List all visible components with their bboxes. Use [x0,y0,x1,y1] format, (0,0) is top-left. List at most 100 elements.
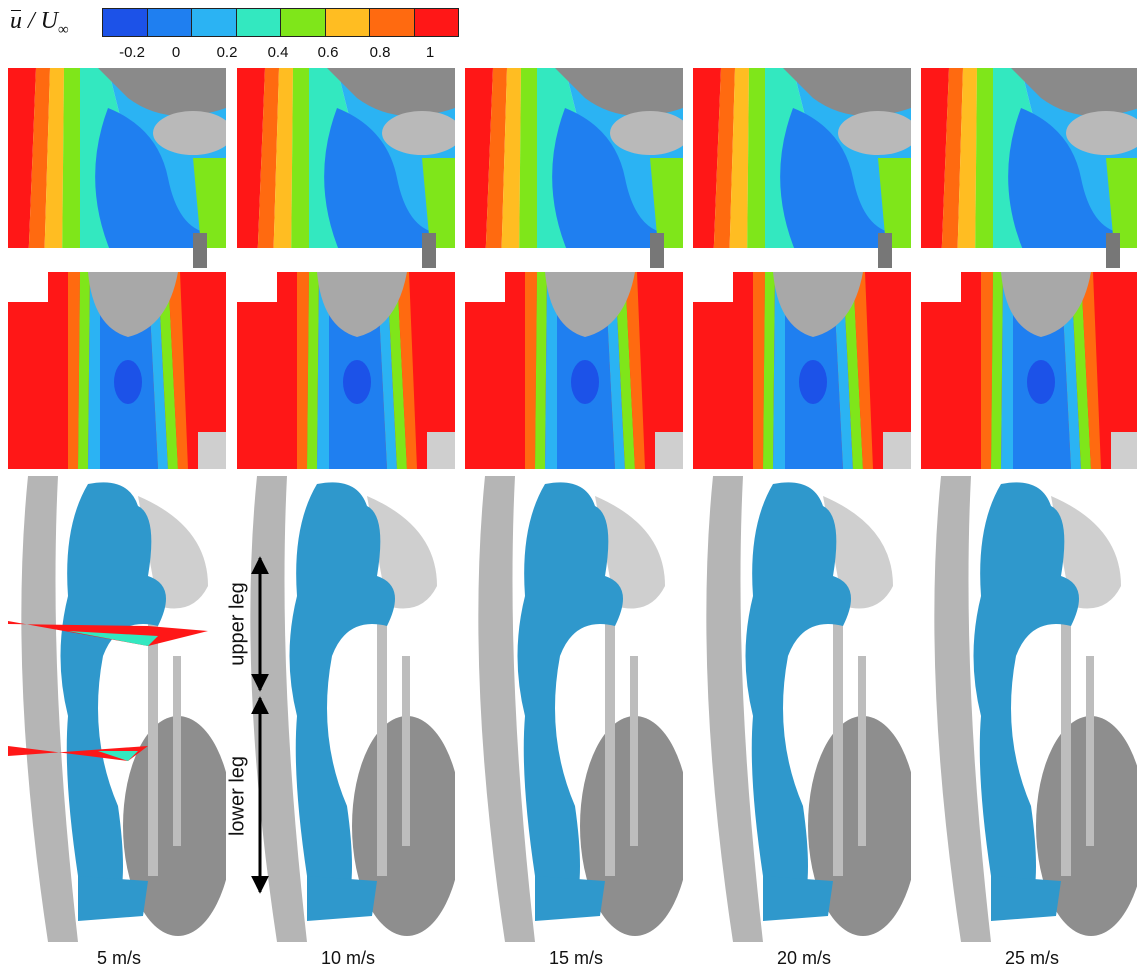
contour-band [991,272,1003,469]
panel-shape [289,482,395,910]
panel-shape [1111,432,1137,469]
colorbar-swatch [325,9,370,36]
panel-shape [571,360,599,404]
contour-band [485,68,507,268]
panel-shape [8,248,226,268]
u-bar-symbol: u [10,8,22,34]
panel-shape [478,476,535,942]
upper-leg-label: upper leg [226,582,249,666]
isosurface-panel [921,476,1137,942]
panel-shape [763,876,833,921]
panel-shape [237,272,277,302]
contour-band [981,272,993,469]
panel-shape [114,360,142,404]
panel-shape [991,876,1061,921]
colorbar-tick: -0.2 [119,44,145,61]
colorbar-tick: 1 [425,44,435,61]
panel-shape [21,476,78,942]
contour-band [747,68,765,268]
contour-band [957,68,977,268]
front-contour-panel [693,272,911,469]
panel-shape [465,248,683,268]
panel-shape [535,876,605,921]
panel-shape [783,68,911,116]
colorbar-swatch [414,9,458,36]
side-contour-panel [465,68,683,268]
contour-band [8,68,36,268]
panel-shape [1011,68,1137,116]
side-contour-panel [921,68,1137,268]
contour-band [78,272,90,469]
panel-shape [934,476,991,942]
contour-band [535,272,547,469]
front-contour-panel [465,272,683,469]
contour-band [168,272,188,469]
contour-band [501,68,521,268]
panel-shape [237,248,455,268]
panel-shape [382,111,455,155]
colorbar-swatch [370,9,415,36]
colorbar-title: u / U∞ [10,8,69,39]
panel-shape [327,68,455,116]
contour-band [625,272,645,469]
panel-shape [973,482,1079,910]
contour-band [273,68,293,268]
contour-band [729,68,749,268]
panel-shape [422,233,436,268]
contour-band [257,68,279,268]
panel-shape [1061,606,1071,876]
panel-shape [173,656,181,846]
panel-shape [552,108,665,268]
panel-shape [833,606,843,876]
front-contour-panel [921,272,1137,469]
contour-band [1081,272,1101,469]
contour-band [291,68,309,268]
panel-shape [193,233,207,268]
panel-shape [343,360,371,404]
panel-shape [630,656,638,846]
panel-shape [198,432,226,469]
colorbar-tick: 0.4 [267,44,289,61]
contour-band [237,68,265,268]
u-inf-symbol: / U [28,8,58,34]
panel-shape [153,111,226,155]
contour-band [307,272,319,469]
isosurface-panel [8,476,226,942]
panel-shape [650,233,664,268]
colorbar-swatch [192,9,237,36]
contour-band [317,272,329,469]
contour-band [44,68,64,268]
panel-shape [921,272,961,302]
front-contour-panel [8,272,226,469]
panel-shape [773,272,863,337]
colorbar-tick: 0 [171,44,181,61]
contour-band [545,272,557,469]
speed-label: 20 m/s [776,948,832,968]
panel-shape [98,751,138,761]
contour-band [88,272,100,469]
panel-shape [706,476,763,942]
speed-label: 15 m/s [548,948,604,968]
colorbar-tick: 0.2 [216,44,238,61]
infinity-subscript: ∞ [58,22,69,38]
contour-band [1071,272,1091,469]
contour-band [465,68,493,268]
colorbar-swatch [236,9,281,36]
panel-shape [60,482,166,910]
panel-shape [377,606,387,876]
speed-label: 5 m/s [96,948,142,968]
panel-shape [427,432,455,469]
lower-leg-label: lower leg [226,755,249,837]
panel-shape [402,656,410,846]
contour-band [28,68,50,268]
contour-band [158,272,178,469]
panel-shape [921,248,1137,268]
contour-band [397,272,417,469]
panel-shape [883,432,911,469]
panel-shape [517,482,623,910]
contour-band [713,68,735,268]
contour-band [297,272,309,469]
panel-shape [655,432,683,469]
contour-band [941,68,963,268]
